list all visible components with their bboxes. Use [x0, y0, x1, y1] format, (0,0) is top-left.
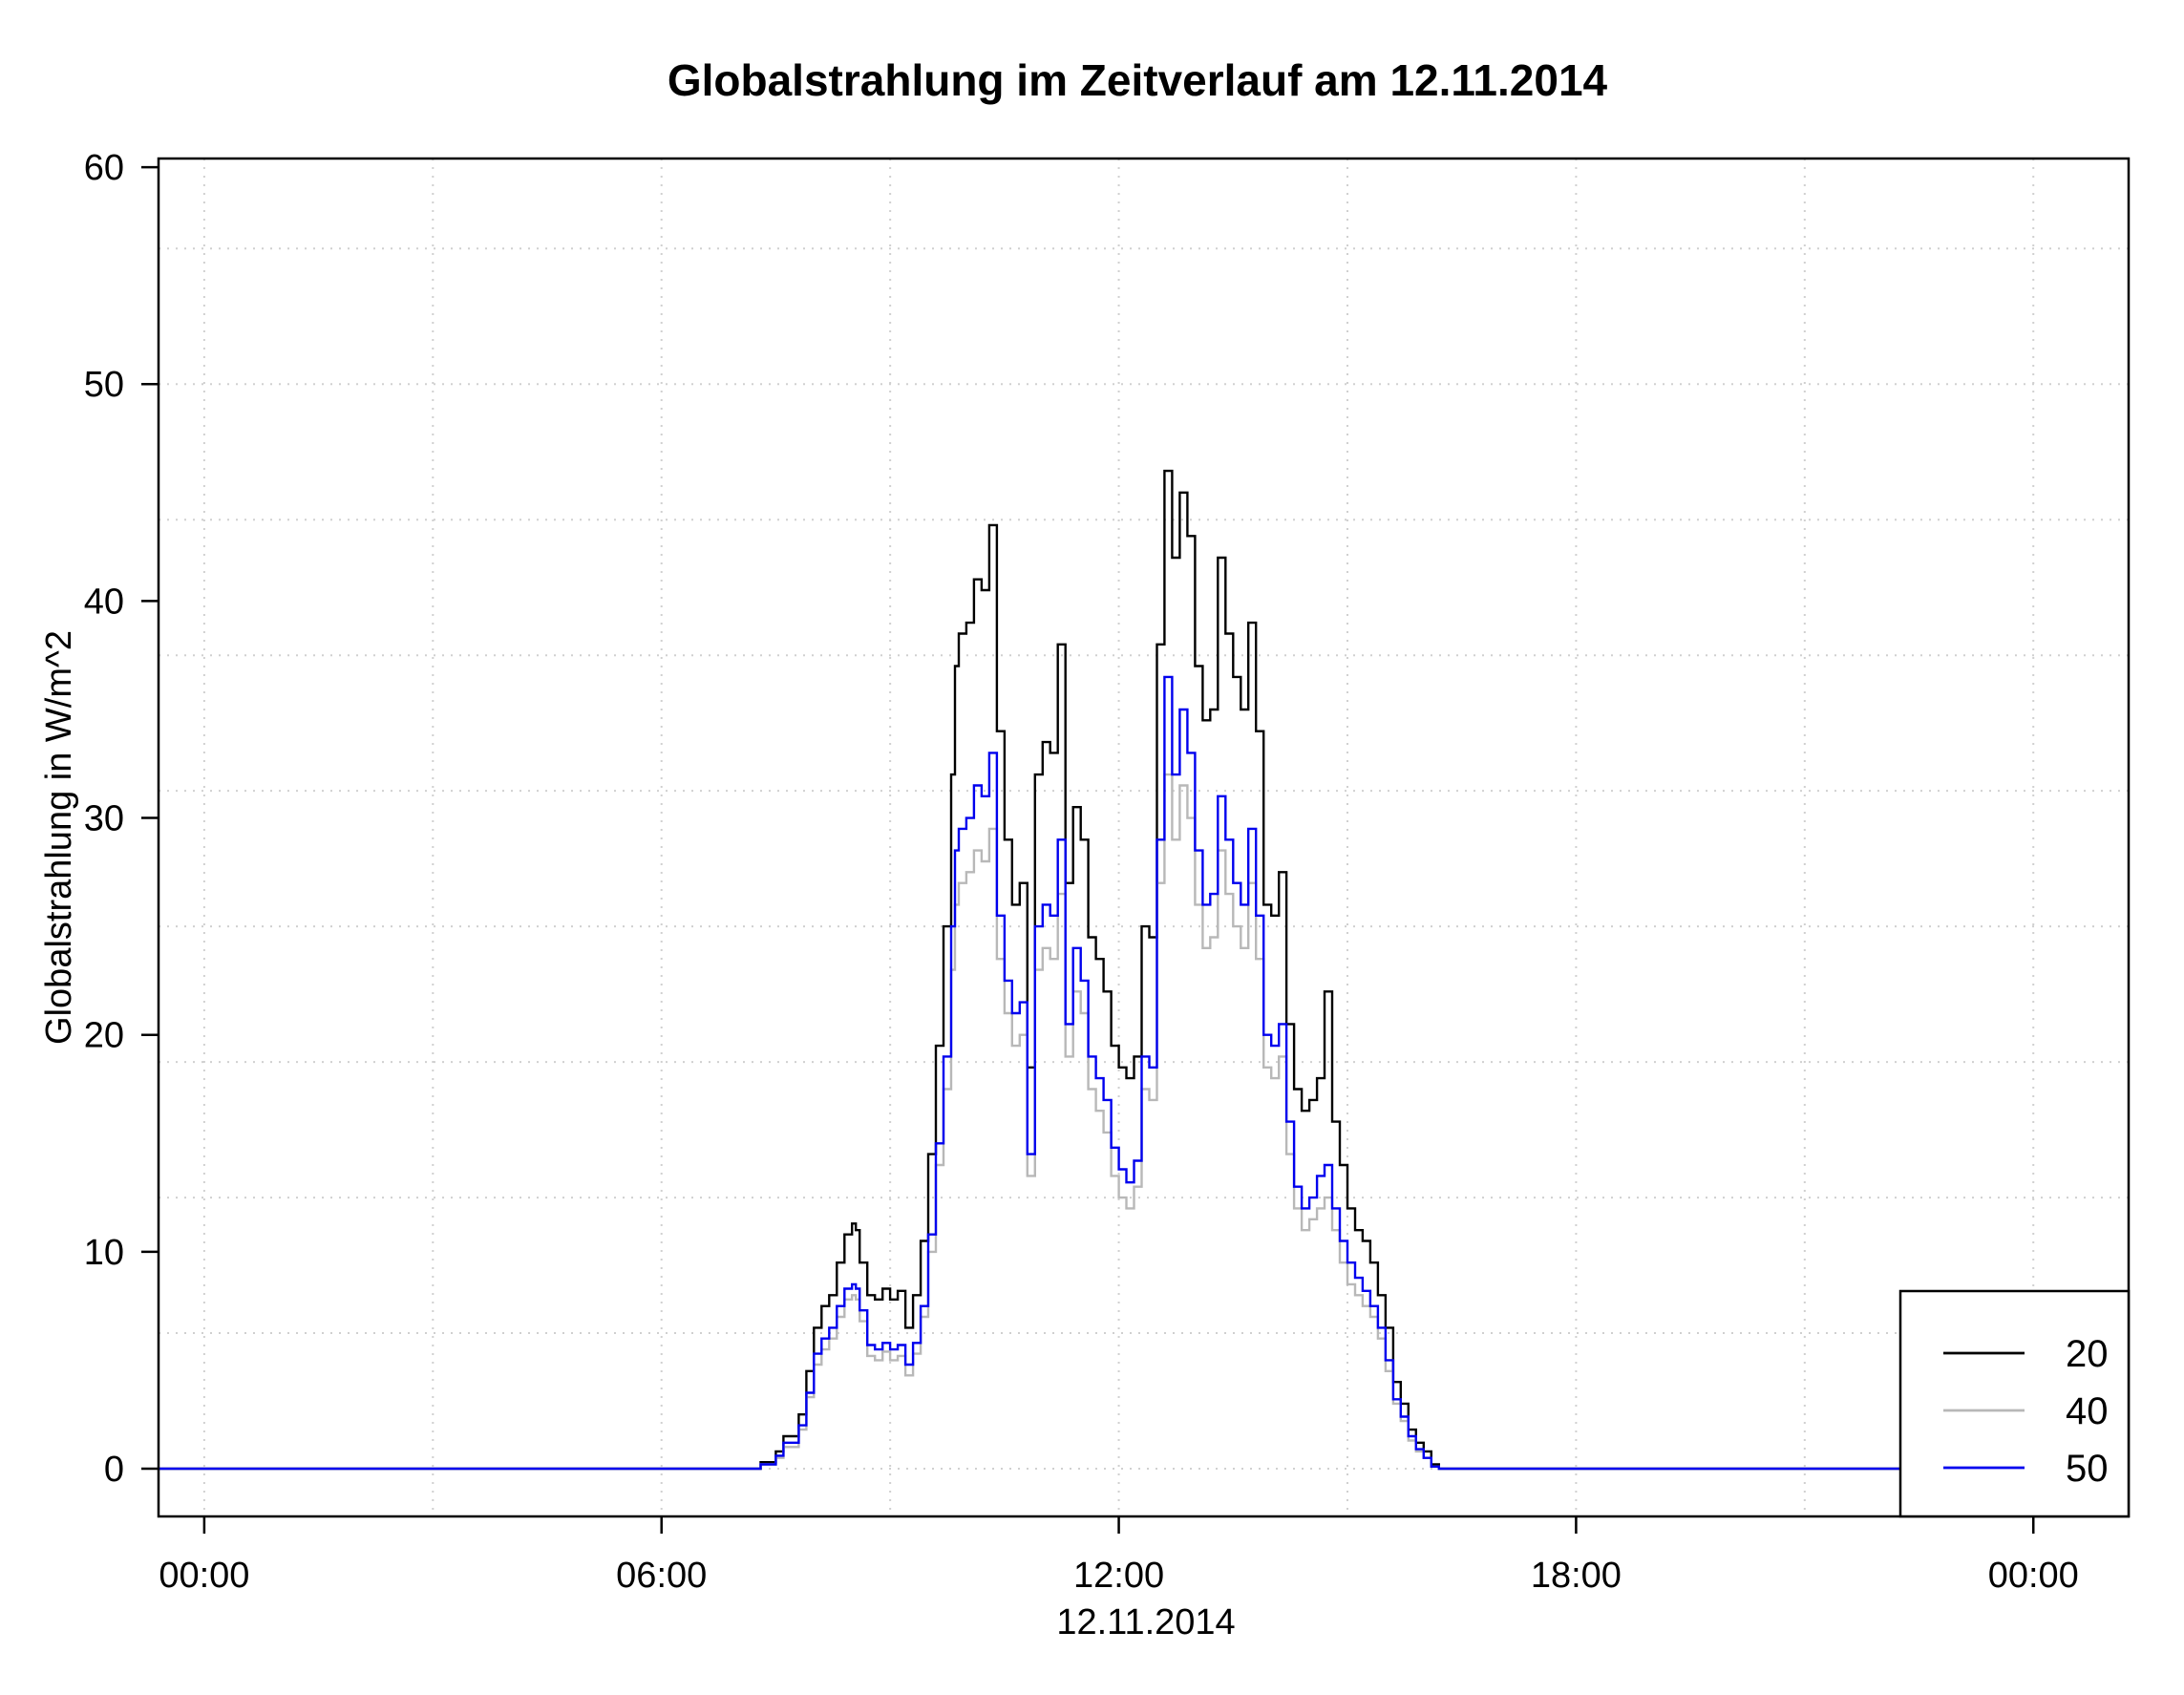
x-tick-label: 18:00	[1531, 1556, 1622, 1596]
x-axis: 00:00 06:00 12:00 18:00 00:00	[159, 1516, 2079, 1596]
y-tick-label: 60	[84, 148, 124, 188]
series-line-20	[159, 469, 2129, 1471]
y-tick-label: 30	[84, 799, 124, 839]
x-tick-label: 12:00	[1073, 1556, 1164, 1596]
y-axis-label: Globalstrahlung in W/m^2	[39, 630, 79, 1045]
x-tick-label: 00:00	[159, 1556, 249, 1596]
x-axis-label: 12.11.2014	[1056, 1602, 1235, 1642]
series-line-50	[159, 675, 2129, 1471]
legend-label-50: 50	[2066, 1448, 2109, 1490]
y-tick-label: 40	[84, 582, 124, 622]
y-tick-label: 0	[104, 1450, 124, 1490]
y-axis: 0 10 20 30 40 50 60	[84, 148, 159, 1490]
y-tick-label: 10	[84, 1233, 124, 1273]
legend-label-40: 40	[2066, 1390, 2109, 1432]
legend-label-20: 20	[2066, 1333, 2109, 1375]
series-lines	[159, 469, 2129, 1471]
legend: 20 40 50	[1898, 1289, 2131, 1518]
plot-frame	[157, 157, 2131, 1518]
y-tick-label: 50	[84, 365, 124, 405]
x-tick-label: 00:00	[1988, 1556, 2079, 1596]
x-tick-label: 06:00	[616, 1556, 707, 1596]
chart-title: Globalstrahlung im Zeitverlauf am 12.11.…	[668, 55, 1608, 105]
y-tick-label: 20	[84, 1016, 124, 1056]
legend-box	[1898, 1289, 2131, 1518]
